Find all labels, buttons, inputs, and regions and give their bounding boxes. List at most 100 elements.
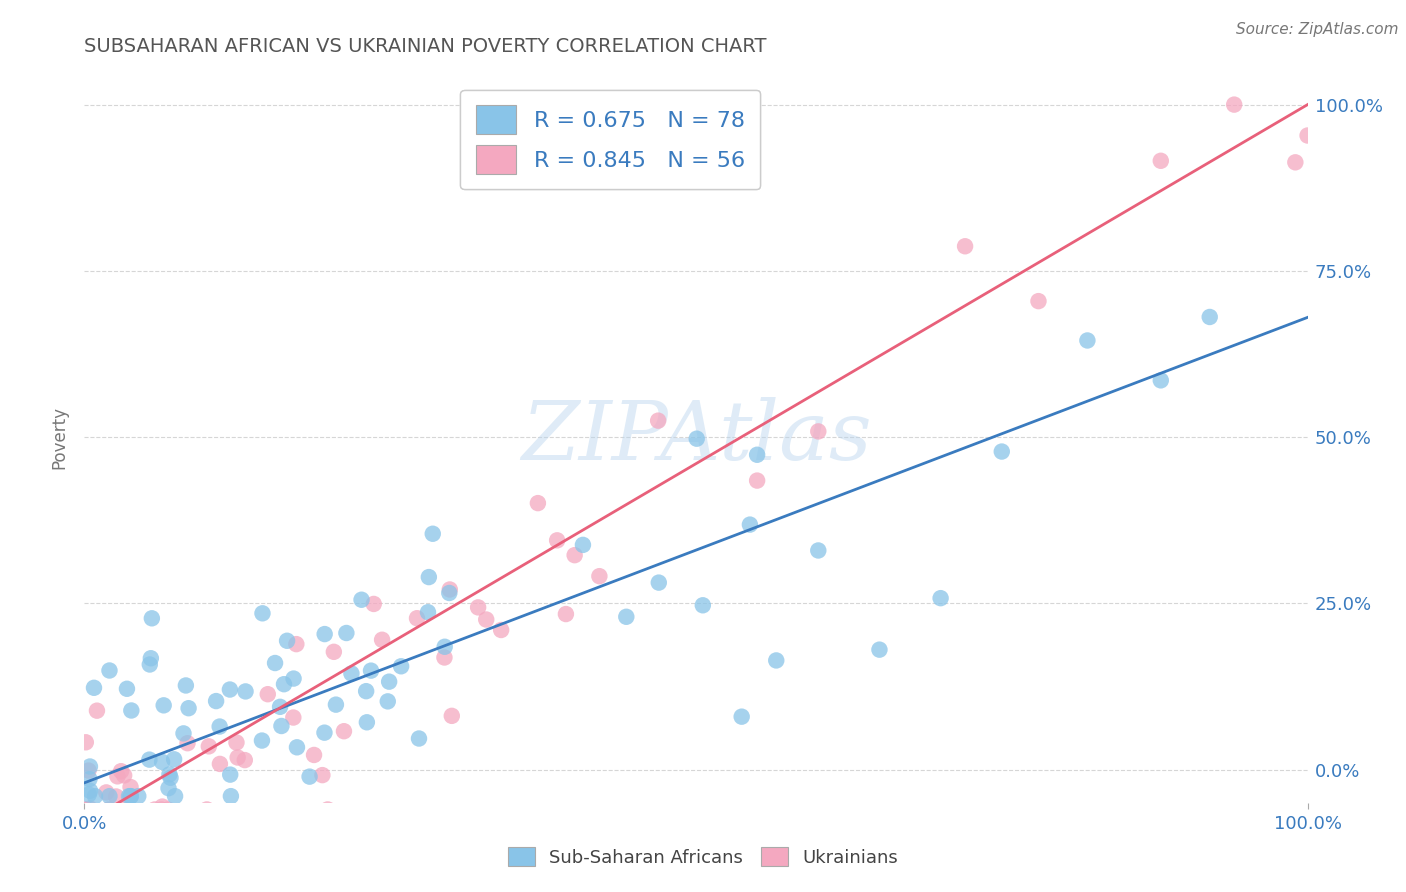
Point (614, 609, 637, 624)
Point (276, 633, 298, 648)
Point (440, 709, 463, 723)
Point (73, 802, 96, 816)
Point (118, 789, 141, 804)
Point (371, 632, 394, 647)
Point (340, 666, 363, 681)
Text: SUBSAHARAN AFRICAN VS UKRAINIAN POVERTY CORRELATION CHART: SUBSAHARAN AFRICAN VS UKRAINIAN POVERTY … (84, 37, 766, 56)
Point (333, 724, 356, 739)
Point (226, 750, 249, 764)
Point (138, 753, 160, 767)
Point (1223, 97, 1246, 112)
Point (378, 674, 401, 689)
Point (356, 715, 378, 730)
Point (107, 769, 129, 783)
Point (208, 720, 231, 734)
Point (285, 637, 308, 651)
Point (360, 664, 382, 678)
Point (475, 613, 498, 627)
Legend: Sub-Saharan Africans, Ukrainians: Sub-Saharan Africans, Ukrainians (501, 840, 905, 874)
Point (929, 591, 952, 606)
Point (86, 704, 108, 718)
Point (84, 789, 107, 804)
Point (219, 789, 242, 804)
Point (406, 611, 429, 625)
Point (314, 725, 336, 739)
Point (98, 789, 121, 804)
Point (439, 586, 461, 600)
Point (1076, 334, 1098, 348)
Point (120, 789, 142, 804)
Point (159, 771, 181, 785)
Point (173, 726, 195, 740)
Point (322, 645, 344, 659)
Point (686, 432, 709, 446)
Point (270, 719, 292, 733)
Point (208, 756, 231, 771)
Point (302, 747, 325, 762)
Point (233, 753, 256, 767)
Point (120, 789, 142, 804)
Point (165, 789, 187, 804)
Point (205, 694, 228, 708)
Point (111, 802, 134, 816)
Point (1284, 155, 1306, 169)
Point (219, 767, 242, 781)
Point (141, 611, 163, 625)
Point (79, 759, 101, 773)
Point (235, 684, 257, 698)
Point (747, 448, 769, 462)
Point (747, 474, 769, 488)
Point (79, 784, 101, 798)
Point (252, 607, 274, 621)
Point (418, 570, 440, 584)
Point (150, 755, 173, 769)
Point (77, 764, 100, 778)
Point (1150, 373, 1173, 387)
Point (350, 592, 373, 607)
Point (105, 789, 128, 804)
Point (564, 548, 586, 562)
Point (439, 582, 461, 597)
Point (692, 599, 714, 613)
Point (527, 496, 550, 510)
Point (177, 701, 200, 715)
Point (765, 653, 787, 667)
Point (807, 425, 830, 439)
Point (433, 650, 456, 665)
Point (139, 651, 162, 665)
Point (1028, 294, 1050, 309)
Point (953, 239, 976, 253)
Point (422, 526, 444, 541)
Point (264, 656, 287, 670)
Point (572, 538, 595, 552)
Point (546, 533, 568, 548)
Point (648, 575, 671, 590)
Point (408, 731, 430, 746)
Point (738, 517, 761, 532)
Text: ZIPAtlas: ZIPAtlas (520, 397, 872, 477)
Point (416, 605, 439, 619)
Point (588, 569, 610, 583)
Point (112, 768, 135, 782)
Legend: R = 0.675   N = 78, R = 0.845   N = 56: R = 0.675 N = 78, R = 0.845 N = 56 (460, 90, 761, 189)
Point (79, 772, 101, 786)
Point (316, 802, 339, 816)
Point (110, 764, 132, 779)
Point (96, 785, 118, 799)
Point (1198, 310, 1220, 324)
Point (120, 780, 142, 794)
Point (314, 627, 336, 641)
Point (75, 802, 97, 816)
Point (152, 698, 174, 713)
Point (554, 607, 576, 621)
Point (120, 704, 142, 718)
Point (139, 657, 162, 672)
Point (174, 678, 197, 692)
Point (256, 687, 278, 701)
Point (285, 740, 308, 755)
Point (176, 736, 198, 750)
Point (79, 801, 101, 815)
Point (163, 752, 186, 766)
Point (127, 789, 149, 804)
Point (807, 543, 830, 558)
